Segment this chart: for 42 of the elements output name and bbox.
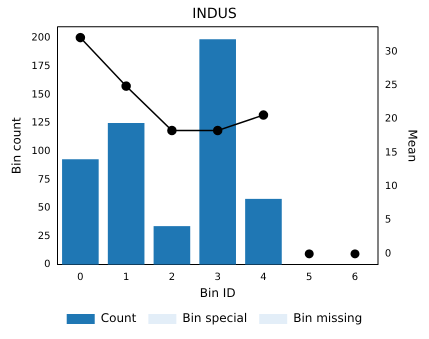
y-tick-label: 175: [31, 61, 50, 72]
point: [304, 249, 314, 258]
legend-label: Bin missing: [293, 311, 362, 326]
y-tick-label: 50: [38, 202, 50, 214]
bar: [154, 226, 190, 265]
y2-tick-label: 15: [384, 147, 398, 158]
x-tick-label: 5: [306, 272, 312, 284]
bar: [62, 159, 99, 265]
legend-label: Bin special: [182, 311, 248, 326]
y-tick-label: 25: [38, 230, 50, 242]
y-tick-label: 100: [31, 146, 50, 157]
legend-label: Count: [100, 311, 137, 326]
y-tick-label: 150: [31, 89, 50, 100]
point: [258, 110, 268, 120]
chart-title: INDUS: [192, 6, 237, 22]
y-tick-label: 75: [38, 174, 50, 186]
y-tick-label: 200: [31, 32, 50, 44]
x-axis-title: Bin ID: [200, 286, 236, 300]
bar: [108, 123, 144, 265]
y-tick-label: 125: [31, 118, 50, 129]
y2-tick-label: 5: [384, 214, 392, 226]
y2-tick-label: 0: [384, 248, 392, 260]
bar: [199, 39, 236, 265]
point: [121, 81, 131, 91]
y-axis-title: Bin count: [9, 116, 24, 174]
y2-tick-label: 10: [384, 181, 398, 192]
x-tick-label: 4: [260, 272, 267, 284]
point: [167, 126, 177, 136]
x-tick-label: 2: [168, 272, 176, 284]
y2-tick-label: 30: [384, 46, 398, 58]
x-tick-label: 0: [77, 272, 84, 284]
point: [212, 126, 222, 136]
x-tick-label: 6: [352, 272, 358, 284]
bar: [245, 198, 282, 265]
y2-axis-title: Mean: [406, 129, 420, 162]
y-tick-label: 0: [44, 259, 50, 270]
y2-tick-label: 20: [384, 114, 398, 125]
x-tick-label: 1: [122, 272, 130, 284]
point: [350, 249, 360, 258]
y2-tick-label: 25: [384, 80, 398, 91]
x-tick-label: 3: [214, 272, 221, 284]
point: [76, 32, 86, 42]
